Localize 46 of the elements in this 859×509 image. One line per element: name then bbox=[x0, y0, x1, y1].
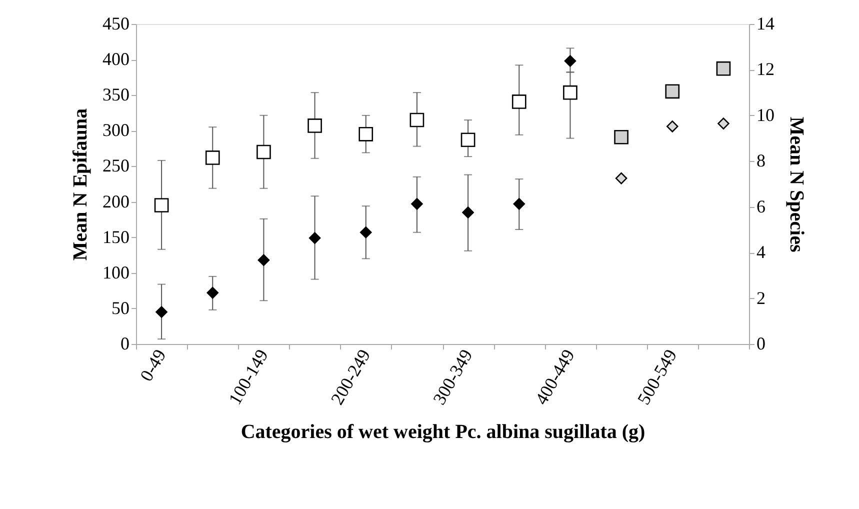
point bbox=[513, 198, 526, 210]
point bbox=[716, 61, 731, 76]
point bbox=[258, 254, 270, 266]
point bbox=[615, 172, 628, 184]
y-axis-title: Mean N Epifauna bbox=[70, 108, 92, 261]
y-tick-label: 350 bbox=[102, 84, 130, 105]
y-tick-label: 0 bbox=[120, 334, 130, 354]
y-tick-label: 100 bbox=[102, 262, 130, 282]
point bbox=[718, 118, 730, 130]
point bbox=[256, 144, 271, 160]
point bbox=[358, 127, 374, 142]
point bbox=[154, 198, 169, 212]
y2-tick-label: 4 bbox=[756, 242, 766, 262]
y2-tick-label: 12 bbox=[756, 59, 774, 80]
x-axis-title: Categories of wet weight Pc. albina sugillata (g) bbox=[240, 420, 646, 443]
y2-tick-label: 2 bbox=[756, 288, 766, 308]
y-tick-label: 250 bbox=[102, 156, 130, 176]
point bbox=[462, 206, 474, 218]
point bbox=[206, 286, 219, 299]
y2-tick-label: 6 bbox=[756, 196, 766, 216]
point bbox=[666, 120, 678, 132]
y-tick-label: 150 bbox=[102, 226, 130, 247]
point bbox=[360, 226, 372, 238]
y-tick-label: 200 bbox=[102, 191, 130, 212]
y2-tick-label: 8 bbox=[756, 150, 766, 171]
point bbox=[614, 130, 628, 144]
point bbox=[512, 94, 526, 109]
point bbox=[308, 118, 322, 133]
point bbox=[156, 306, 168, 318]
y-tick-label: 300 bbox=[102, 120, 130, 140]
y-tick-label: 450 bbox=[102, 14, 130, 34]
y-tick-label: 50 bbox=[112, 298, 130, 318]
point bbox=[563, 85, 578, 100]
y2-axis-title: Mean N Species bbox=[786, 116, 808, 252]
point bbox=[411, 198, 423, 210]
y-tick-label: 400 bbox=[102, 49, 130, 70]
y2-tick-label: 14 bbox=[756, 14, 774, 34]
point bbox=[564, 55, 576, 67]
point bbox=[308, 232, 321, 244]
point bbox=[410, 112, 424, 128]
point bbox=[665, 84, 680, 99]
point bbox=[460, 132, 476, 148]
y2-tick-label: 10 bbox=[756, 104, 774, 125]
y2-tick-label: 0 bbox=[756, 334, 766, 354]
x-tick-label: 0-49 bbox=[136, 346, 170, 385]
point bbox=[205, 150, 220, 165]
